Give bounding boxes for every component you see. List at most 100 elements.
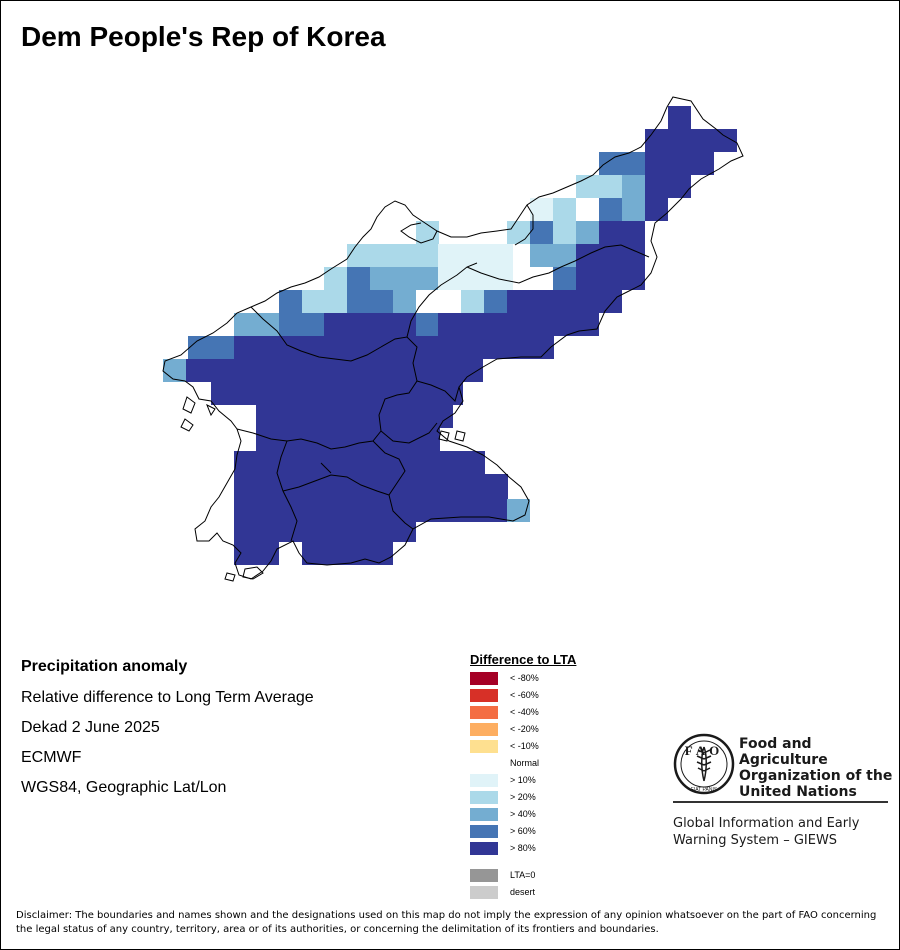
province-boundary	[416, 380, 460, 402]
legend-row: < -40%	[470, 705, 630, 722]
province-boundary	[250, 306, 438, 444]
grid-cell	[645, 152, 714, 175]
logo-divider	[673, 801, 888, 803]
island	[224, 572, 236, 582]
grid-cell	[256, 405, 453, 428]
grid-cell	[234, 522, 416, 542]
grid-cell	[576, 221, 599, 244]
grid-cell	[599, 221, 645, 244]
province-boundary	[282, 462, 390, 496]
legend-row: < -60%	[470, 688, 630, 705]
grid-cell	[370, 290, 393, 313]
legend-title: Difference to LTA	[470, 652, 577, 667]
legend-label: > 60%	[510, 826, 536, 836]
grid-cell	[530, 244, 576, 267]
legend-swatch	[470, 672, 498, 685]
legend-swatch	[470, 869, 498, 882]
legend-row: desert	[470, 885, 630, 902]
legend-label: Normal	[510, 758, 540, 768]
legend-swatch	[470, 842, 498, 855]
grid-cell	[234, 336, 554, 359]
border-detail	[400, 204, 534, 246]
grid-cell	[576, 244, 645, 267]
map-title: Dem People's Rep of Korea	[21, 21, 386, 52]
legend-row: < -10%	[470, 739, 630, 756]
legend-row: < -20%	[470, 722, 630, 739]
legend-row: > 80%	[470, 841, 630, 858]
grid-cell	[234, 542, 279, 565]
grid-cell	[186, 359, 483, 382]
fao-emblem-icon: FAO FIAT PANIS	[673, 733, 735, 795]
grid-cell	[530, 221, 553, 244]
island	[182, 396, 196, 414]
legend-swatch	[470, 774, 498, 787]
country-outline	[162, 96, 744, 580]
legend-swatch	[470, 825, 498, 838]
grid-cell	[507, 290, 622, 313]
grid-cell	[507, 499, 530, 522]
grid-cell	[416, 313, 439, 336]
grid-cell	[530, 198, 553, 221]
island	[206, 403, 216, 417]
grid-cell	[234, 313, 279, 336]
legend-label: > 10%	[510, 775, 536, 785]
legend-row: Normal	[470, 756, 630, 773]
info-line-variable: Relative difference to Long Term Average	[21, 689, 314, 706]
grid-cell	[324, 267, 347, 290]
info-line-projection: WGS84, Geographic Lat/Lon	[21, 779, 227, 796]
legend-label: < -80%	[510, 673, 539, 683]
giews-name: Global Information and Early Warning Sys…	[673, 816, 860, 848]
legend-label: > 40%	[510, 809, 536, 819]
grid-cell	[393, 290, 416, 313]
grid-cell	[324, 313, 416, 336]
anomaly-grid	[163, 106, 737, 565]
grid-cell	[438, 244, 513, 290]
grid-cell	[370, 267, 416, 290]
legend-items: < -80% < -60% < -40% < -20% < -10% Normal > 10…	[470, 671, 630, 858]
grid-cell	[234, 499, 507, 522]
grid-cell	[553, 267, 576, 290]
grid-cell	[347, 267, 370, 313]
grid-cell	[507, 221, 530, 244]
legend-row: LTA=0	[470, 868, 630, 885]
legend-label: < -60%	[510, 690, 539, 700]
grid-cell	[279, 290, 302, 313]
grid-cell	[645, 129, 737, 152]
legend-label: > 20%	[510, 792, 536, 802]
legend-label: > 80%	[510, 843, 536, 853]
grid-cell	[347, 244, 438, 267]
island	[454, 430, 466, 442]
grid-cell	[302, 290, 347, 313]
disclaimer: Disclaimer: The boundaries and names sho…	[16, 910, 877, 935]
anomaly-map	[162, 96, 744, 582]
grid-cell	[668, 106, 691, 129]
info-line-period: Dekad 2 June 2025	[21, 719, 160, 736]
grid-cell	[599, 198, 622, 221]
grid-cell	[645, 175, 691, 198]
grid-cell	[622, 175, 645, 221]
province-boundary	[236, 428, 382, 450]
grid-cell	[279, 313, 324, 336]
legend-label: LTA=0	[510, 870, 536, 880]
legend-row: > 10%	[470, 773, 630, 790]
grid-cell	[416, 267, 438, 290]
grid-cell	[576, 267, 645, 290]
legend-label: < -40%	[510, 707, 539, 717]
legend-label: desert	[510, 887, 536, 897]
info-line-source: ECMWF	[21, 749, 82, 766]
grid-cell	[234, 451, 485, 474]
island	[438, 430, 450, 442]
legend-row: > 40%	[470, 807, 630, 824]
legend-swatch	[470, 808, 498, 821]
legend-label: < -10%	[510, 741, 539, 751]
grid-cell	[211, 382, 463, 405]
info-heading: Precipitation anomaly	[21, 658, 188, 675]
grid-cell	[256, 428, 440, 451]
grid-cell	[234, 474, 508, 499]
grid-cell	[645, 198, 668, 221]
legend-row: < -80%	[470, 671, 630, 688]
grid-cell	[438, 313, 599, 336]
fao-letters: FAO	[685, 743, 723, 758]
legend-swatch	[470, 689, 498, 702]
